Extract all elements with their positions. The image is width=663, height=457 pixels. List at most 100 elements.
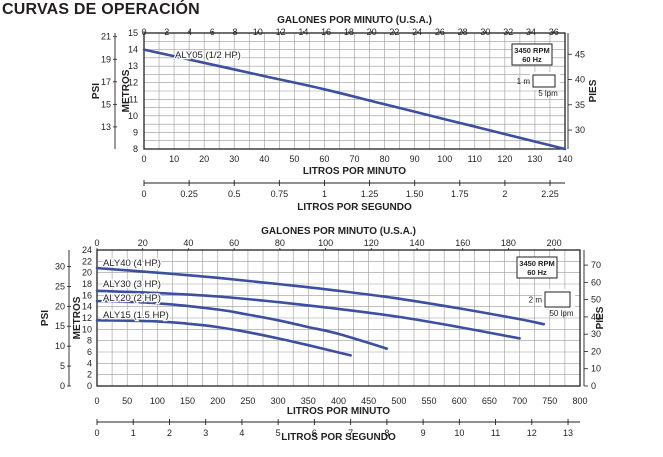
chart2-lps-tick-label: 13 <box>563 428 573 438</box>
chart1-pies-tick-label: 35 <box>575 100 585 110</box>
chart1-gpm-tick-label: 2 <box>164 27 169 37</box>
chart1-lps-tick-label: 1.50 <box>406 189 424 199</box>
chart2-lpm-tick-label: 800 <box>572 396 587 406</box>
chart2-lpm-tick-label: 650 <box>482 396 497 406</box>
chart1-lps-tick-label: 1 <box>322 189 327 199</box>
chart1-gpm-tick-label: 8 <box>233 27 238 37</box>
chart2-lpm-tick-label: 150 <box>180 396 195 406</box>
chart1-lpm-tick-label: 80 <box>380 154 390 164</box>
chart1-lpm-tick-label: 120 <box>497 154 512 164</box>
chart1-psi-tick-label: 13 <box>101 122 111 132</box>
chart1-psi-tick-label: 15 <box>101 99 111 109</box>
chart1-psi-tick-label: 17 <box>101 77 111 87</box>
chart2-lps-tick-label: 9 <box>421 428 426 438</box>
chart1-lps-tick-label: 1.25 <box>361 189 379 199</box>
chart2-lps-axis-title: LITROS POR SEGUNDO <box>281 432 396 443</box>
chart1-lps-tick-label: 2.25 <box>541 189 559 199</box>
chart1-metros-tick-label: 8 <box>133 144 138 154</box>
chart1-pies-axis-title: PIES <box>588 79 599 102</box>
chart2-rpm-box <box>516 256 558 279</box>
chart2-gpm-tick-label: 200 <box>547 238 562 248</box>
chart2-pies-tick-label: 70 <box>591 260 601 270</box>
chart1-metros-tick-label: 15 <box>128 28 138 38</box>
chart2-pies-tick-label: 40 <box>591 312 601 322</box>
chart2-psi-tick-label: 0 <box>60 381 65 391</box>
chart1-psi-axis-title: PSI <box>91 83 102 99</box>
chart1-gpm-axis-title: GALONES POR MINUTO (U.S.A.) <box>277 15 432 26</box>
chart2-curve-3 <box>95 299 389 350</box>
chart2-lps-tick-label: 11 <box>491 428 500 438</box>
chart2-gpm-tick-label: 120 <box>364 238 379 248</box>
chart2-pies-tick-label: 10 <box>591 364 601 374</box>
chart2-lps-tick-label: 10 <box>454 428 464 438</box>
chart1-gpm-tick-label: 36 <box>549 27 559 37</box>
chart2-metros-tick-label: 6 <box>87 347 92 357</box>
chart1-gpm-tick-label: 4 <box>187 27 192 37</box>
chart1-gpm-tick-label: 20 <box>367 27 377 37</box>
chart1-lps-tick-label: 0 <box>141 189 146 199</box>
chart2-rpm-box-text: 60 Hz <box>527 268 547 277</box>
chart1-lpm-tick-label: 70 <box>349 154 359 164</box>
chart2-metros-tick-label: 12 <box>82 313 92 323</box>
chart2-pies-tick-label: 0 <box>591 381 596 391</box>
chart1-rpm-box-text: 3450 RPM <box>514 46 549 55</box>
chart2-psi-tick-label: 20 <box>55 301 65 311</box>
chart2-plot-frame <box>96 249 581 387</box>
chart2-gpm-tick-label: 80 <box>275 238 285 248</box>
chart1-scale-key-bg <box>530 72 560 90</box>
chart1-gpm-tick-label: 34 <box>526 27 536 37</box>
chart2-psi-axis-title: PSI <box>40 310 51 326</box>
chart1-lps-tick-label: 2 <box>502 189 507 199</box>
chart2-metros-tick-label: 4 <box>87 358 92 368</box>
chart1-scale-key-horizontal: 5 lpm <box>538 89 558 98</box>
chart2-curve-label-4: ALY15 (1.5 HP) <box>103 310 169 321</box>
chart2-metros-tick-label: 18 <box>82 279 92 289</box>
chart2-metros-tick-label: 0 <box>87 381 92 391</box>
chart2-psi-tick-label: 15 <box>55 321 65 331</box>
chart2-scale-key-box <box>544 291 571 308</box>
chart1-pies-tick-label: 40 <box>575 75 585 85</box>
chart2-lpm-tick-label: 50 <box>122 396 132 406</box>
chart2-lps-tick-label: 3 <box>203 428 208 438</box>
chart2-metros-tick-label: 2 <box>87 370 92 380</box>
chart1-pies-tick-label: 45 <box>575 49 585 59</box>
chart2-lpm-tick-label: 400 <box>331 396 346 406</box>
chart1-lpm-tick-label: 90 <box>410 154 420 164</box>
chart1-gpm-tick-label: 18 <box>344 27 354 37</box>
chart1-lpm-tick-label: 30 <box>229 154 239 164</box>
chart2-lps-tick-label: 5 <box>276 428 281 438</box>
chart2-gpm-tick-label: 140 <box>410 238 425 248</box>
chart1-lpm-tick-label: 100 <box>437 154 452 164</box>
chart1-metros-tick-label: 14 <box>128 45 138 55</box>
chart2-metros-tick-label: 22 <box>82 256 92 266</box>
chart1-curve-1 <box>142 48 567 151</box>
chart2-scale-key-vertical: 2 m <box>529 296 543 305</box>
chart1-lps-tick-label: 1.75 <box>451 189 469 199</box>
chart2-gpm-tick-label: 100 <box>318 238 333 248</box>
chart1-scale-key-box <box>532 74 556 88</box>
chart2-metros-tick-label: 24 <box>82 245 92 255</box>
chart2-psi-tick-label: 10 <box>55 341 65 351</box>
chart1-plot-frame <box>143 32 566 150</box>
chart1-lpm-tick-label: 50 <box>289 154 299 164</box>
chart1-gpm-tick-label: 30 <box>480 27 490 37</box>
chart2-gpm-tick-label: 40 <box>183 238 193 248</box>
chart2-rpm-box-text: 3450 RPM <box>519 259 554 268</box>
chart1-scale-key-vertical: 1 m <box>517 77 531 86</box>
chart1-lpm-tick-label: 0 <box>141 154 146 164</box>
chart2-lpm-axis-title: LITROS POR MINUTO <box>287 406 390 417</box>
chart2-metros-tick-label: 20 <box>82 268 92 278</box>
chart1-metros-tick-label: 9 <box>133 127 138 137</box>
chart2-lps-tick-label: 12 <box>527 428 537 438</box>
chart1-lpm-tick-label: 110 <box>468 154 482 164</box>
chart1-lpm-tick-label: 10 <box>169 154 179 164</box>
chart1-lpm-axis-title: LITROS POR MINUTO <box>303 166 406 177</box>
chart1-gpm-tick-label: 22 <box>389 27 399 37</box>
chart2-gpm-axis-title: GALONES POR MINUTO (U.S.A.) <box>261 226 416 237</box>
chart1-lpm-tick-label: 20 <box>199 154 209 164</box>
chart2-pies-tick-label: 60 <box>591 277 601 287</box>
chart1-lps-axis-title: LITROS POR SEGUNDO <box>297 202 412 213</box>
chart2-lpm-tick-label: 600 <box>452 396 467 406</box>
chart2-scale-key-horizontal: 50 lpm <box>549 309 573 318</box>
